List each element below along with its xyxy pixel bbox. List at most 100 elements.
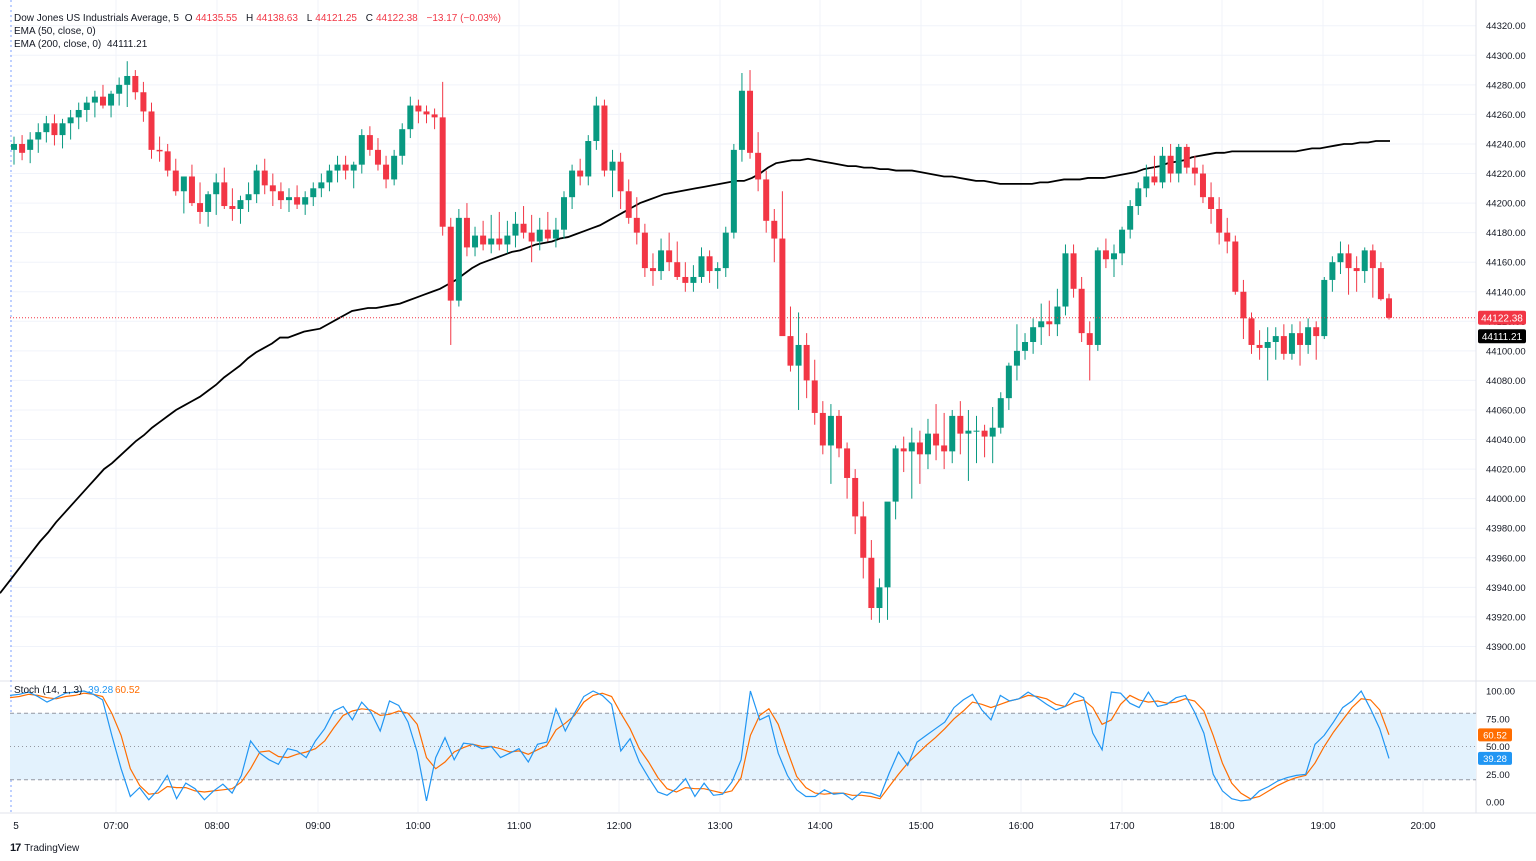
candle-body bbox=[520, 223, 527, 233]
candle-body bbox=[1248, 318, 1255, 345]
candle-body bbox=[1199, 173, 1206, 198]
candle-body bbox=[245, 194, 252, 201]
candle-body bbox=[730, 149, 737, 233]
candle-body bbox=[391, 155, 398, 180]
candle-body bbox=[156, 149, 163, 152]
candle-body bbox=[1329, 262, 1336, 280]
candle-body bbox=[933, 433, 940, 446]
price-labels: 44122.38 44111.21 60.52 39.28 bbox=[10, 310, 1526, 765]
candle-body bbox=[544, 229, 551, 239]
stoch-legend: Stoch (14, 1, 3) 39.28 60.52 bbox=[14, 685, 140, 696]
candle-body bbox=[528, 232, 535, 242]
candle-body bbox=[439, 117, 446, 227]
last-price-label: 44122.38 bbox=[1481, 313, 1523, 324]
candle-body bbox=[294, 197, 301, 205]
candle-body bbox=[237, 200, 244, 209]
candle-body bbox=[99, 96, 106, 106]
main-legend: Dow Jones US Industrials Average, 5 O 441… bbox=[14, 13, 504, 25]
candle-body bbox=[900, 448, 907, 452]
candle-body bbox=[617, 161, 624, 192]
stoch-d-badge-label: 60.52 bbox=[1483, 730, 1507, 741]
candle-body bbox=[1135, 188, 1142, 207]
stoch-y-tick-label: 75.00 bbox=[1486, 714, 1510, 725]
candle-body bbox=[852, 477, 859, 517]
candle-body bbox=[512, 223, 519, 236]
candle-body bbox=[868, 557, 875, 609]
stoch-lines bbox=[9, 689, 1390, 802]
last-price-badge bbox=[1478, 310, 1526, 325]
candle-body bbox=[836, 415, 842, 449]
candle-body bbox=[771, 220, 778, 239]
candle-body bbox=[496, 238, 503, 245]
tradingview-logo-icon: 17 bbox=[10, 842, 21, 854]
candle-body bbox=[1070, 253, 1077, 289]
candle-body bbox=[35, 132, 42, 140]
candle-body bbox=[431, 114, 438, 118]
candle-body bbox=[876, 587, 883, 609]
candle-body bbox=[108, 93, 115, 106]
y-tick-label: 44160.00 bbox=[1486, 258, 1526, 269]
y-tick-label: 43940.00 bbox=[1486, 583, 1526, 594]
candle-body bbox=[91, 96, 98, 103]
candle-body bbox=[213, 182, 220, 195]
candle-body bbox=[1151, 176, 1158, 183]
stoch-k-badge-label: 39.28 bbox=[1483, 754, 1507, 765]
stoch-y-tick-label: 0.00 bbox=[1486, 798, 1505, 809]
candle-body bbox=[116, 84, 123, 94]
candle-body bbox=[1054, 306, 1061, 325]
ema200-price-label: 44111.21 bbox=[1482, 332, 1523, 343]
candle-body bbox=[1361, 250, 1368, 272]
candle-body bbox=[132, 75, 139, 93]
candle-body bbox=[342, 164, 349, 171]
y-tick-label: 43920.00 bbox=[1486, 612, 1526, 623]
candle-body bbox=[124, 75, 131, 85]
candle-body bbox=[1337, 253, 1344, 263]
candle-body bbox=[682, 276, 689, 283]
change-label: −13.17 (−0.03%) bbox=[426, 13, 502, 24]
candle-body bbox=[358, 135, 365, 165]
x-tick-label: 5 bbox=[13, 821, 19, 832]
candle-body bbox=[641, 232, 648, 269]
candle-body bbox=[374, 149, 381, 165]
candle-body bbox=[698, 256, 705, 277]
x-tick-label: 13:00 bbox=[707, 821, 732, 832]
candle-body bbox=[714, 268, 721, 272]
candle-body bbox=[860, 516, 867, 558]
candle-body bbox=[180, 176, 187, 192]
candle-body bbox=[997, 398, 1004, 428]
candle-body bbox=[1175, 146, 1182, 174]
tradingview-brand[interactable]: 17 TradingView bbox=[10, 842, 79, 854]
candle-body bbox=[310, 188, 317, 198]
y-tick-label: 43900.00 bbox=[1486, 642, 1526, 653]
y-tick-label: 44200.00 bbox=[1486, 199, 1526, 210]
candle-body bbox=[423, 111, 430, 115]
y-tick-label: 44240.00 bbox=[1486, 139, 1526, 150]
candle-body bbox=[1127, 206, 1134, 230]
y-tick-label: 44320.00 bbox=[1486, 21, 1526, 32]
candle-body bbox=[140, 92, 147, 112]
candle-body bbox=[269, 185, 276, 192]
candle-body bbox=[536, 229, 543, 242]
x-tick-label: 12:00 bbox=[606, 821, 631, 832]
candle-body bbox=[892, 448, 899, 502]
y-tick-label: 44280.00 bbox=[1486, 80, 1526, 91]
candle-body bbox=[779, 238, 786, 337]
candle-body bbox=[1256, 344, 1263, 348]
candle-body bbox=[1353, 268, 1360, 272]
ohlc-close: C 44122.38 bbox=[365, 13, 418, 24]
candle-body bbox=[480, 235, 487, 245]
candle-body bbox=[924, 433, 931, 455]
candle-body bbox=[1191, 167, 1198, 174]
candle-body bbox=[286, 197, 292, 201]
candle-body bbox=[1167, 155, 1174, 174]
candle-body bbox=[763, 179, 770, 221]
candle-body bbox=[11, 143, 17, 150]
candle-body bbox=[1046, 321, 1053, 325]
stoch-d-line bbox=[9, 692, 1390, 800]
y-tick-label: 44080.00 bbox=[1486, 376, 1526, 387]
candle-body bbox=[957, 415, 964, 434]
candle-body bbox=[1297, 333, 1304, 345]
candle-body bbox=[811, 380, 818, 413]
ohlc-open: O 44135.55 bbox=[184, 13, 238, 24]
